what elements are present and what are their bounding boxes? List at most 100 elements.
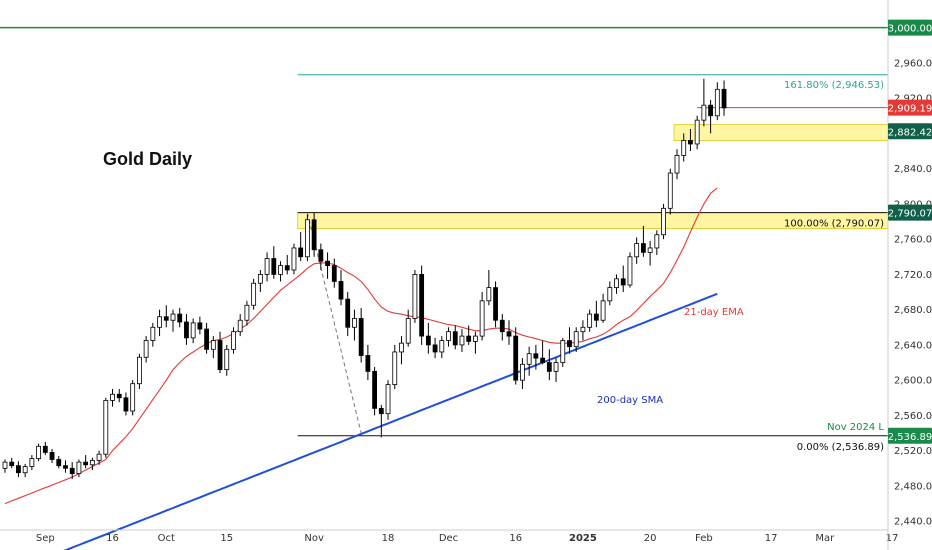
candle — [89, 457, 95, 471]
candle — [170, 309, 176, 332]
candle-body — [587, 313, 593, 328]
candle-body — [170, 313, 176, 321]
candle-body — [419, 274, 425, 337]
candle — [9, 457, 15, 469]
candle-body — [627, 256, 633, 286]
candle-body — [358, 318, 364, 356]
price-tag: 2,790.07 — [888, 204, 932, 221]
candle-body — [291, 247, 297, 271]
candle-body — [103, 400, 109, 455]
candle-body — [526, 353, 532, 365]
candle-body — [136, 356, 142, 385]
y-tick-label: 2,920.00 — [894, 94, 932, 105]
x-tick-label: 2025 — [569, 533, 597, 544]
candle-body — [647, 247, 653, 253]
candle-body — [22, 466, 28, 474]
y-axis: 2,440.00 2,480.00 2,520.00 2,560.00 2,600.00… — [887, 0, 932, 550]
candle — [694, 115, 700, 150]
candle — [157, 309, 162, 337]
moving-averages — [4, 187, 718, 550]
candle — [600, 293, 606, 323]
candle-body — [533, 353, 539, 359]
candle-body — [224, 348, 230, 370]
candle-body — [573, 331, 579, 348]
candle-body — [466, 335, 472, 342]
candle — [116, 388, 122, 403]
candle — [654, 230, 660, 256]
candle — [63, 460, 68, 473]
candle — [425, 322, 431, 354]
candle-body — [459, 335, 465, 346]
candle-body — [385, 384, 391, 415]
annotation-label: 0.00% (2,536.89) — [797, 442, 884, 453]
candle — [69, 462, 75, 479]
candle-body — [49, 452, 55, 460]
candle — [385, 380, 391, 420]
candle-body — [425, 335, 431, 346]
y-tick-label: 2,520.00 — [894, 446, 932, 457]
candle — [459, 329, 465, 352]
x-tick-label: 16 — [106, 533, 119, 544]
candle — [130, 380, 136, 416]
candle — [365, 344, 371, 381]
chart-title: Gold Daily — [103, 149, 192, 169]
candle — [513, 327, 519, 385]
price-tag-bg — [888, 99, 932, 116]
candle — [533, 344, 539, 370]
candle — [446, 327, 451, 347]
x-tick-label: 15 — [220, 533, 233, 544]
candle-body — [560, 340, 566, 363]
price-tag-label: 2,536.89 — [888, 432, 932, 443]
sma-200-line — [63, 292, 718, 550]
y-tick-label: 2,680.00 — [894, 305, 932, 316]
candle — [237, 314, 243, 337]
candle — [284, 255, 290, 275]
candle — [641, 225, 646, 257]
candle-body — [89, 459, 95, 466]
candle — [96, 450, 102, 465]
candle-body — [116, 393, 122, 399]
candle-body — [452, 331, 458, 346]
annotations: 200.00% (3,043.23)161.80% (2,946.53)100.… — [597, 80, 884, 453]
candle-body — [325, 260, 330, 266]
y-tick-label: 2,480.00 — [894, 481, 932, 492]
candle-body — [257, 274, 263, 284]
candle — [210, 336, 216, 359]
ema-21-line — [4, 187, 718, 505]
annotation-label: 200-day SMA — [597, 395, 663, 406]
candle-body — [210, 340, 216, 350]
candle-body — [392, 351, 398, 385]
candle-body — [493, 287, 498, 321]
candle — [291, 243, 297, 275]
candle-body — [694, 119, 700, 145]
y-tick-label: 2,840.00 — [894, 164, 932, 175]
candle — [143, 336, 149, 363]
candle — [110, 388, 115, 407]
candle-body — [184, 321, 189, 339]
candle — [177, 307, 183, 328]
candle — [197, 316, 203, 335]
annotation-label: 161.80% (2,946.53) — [784, 80, 884, 91]
candle-body — [513, 335, 519, 381]
candle — [331, 258, 337, 288]
candle — [29, 455, 35, 471]
candle — [264, 252, 270, 282]
candle-body — [9, 461, 15, 467]
candle — [667, 168, 673, 215]
candle-body — [714, 88, 720, 117]
x-tick-label: Dec — [439, 533, 458, 544]
candle-body — [674, 155, 680, 174]
candle-body — [667, 172, 673, 209]
candle-body — [69, 467, 75, 474]
candle — [587, 309, 593, 332]
candle — [486, 270, 492, 306]
candle-body — [298, 247, 304, 258]
y-tick-label: 2,600.00 — [894, 376, 932, 387]
candle-body — [204, 328, 210, 350]
candle-body — [372, 370, 378, 409]
candle — [298, 232, 304, 262]
candle — [378, 404, 384, 438]
candle-body — [721, 88, 727, 109]
candle-body — [76, 461, 82, 474]
candle — [560, 337, 566, 367]
